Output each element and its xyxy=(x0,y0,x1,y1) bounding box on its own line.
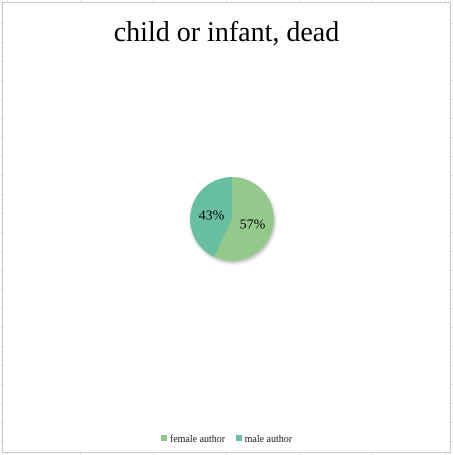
legend-label-female-author: female author xyxy=(169,434,226,445)
legend-swatch-male-author xyxy=(235,435,242,441)
pie-slice-male-author[interactable] xyxy=(190,177,232,258)
pie-slice-female-author[interactable] xyxy=(214,177,274,261)
legend-item-female-author: female author xyxy=(160,434,226,445)
legend-swatch-female-author xyxy=(160,435,167,441)
chart-legend: female author male author xyxy=(3,434,450,445)
chart-title: child or infant, dead xyxy=(113,17,340,48)
slice-label-male-author: 43% xyxy=(199,208,225,223)
legend-label-male-author: male author xyxy=(244,434,293,445)
slice-label-female-author: 57% xyxy=(240,218,266,233)
legend-item-male-author: male author xyxy=(235,434,293,445)
pie-chart: 57% 43% xyxy=(190,177,274,261)
